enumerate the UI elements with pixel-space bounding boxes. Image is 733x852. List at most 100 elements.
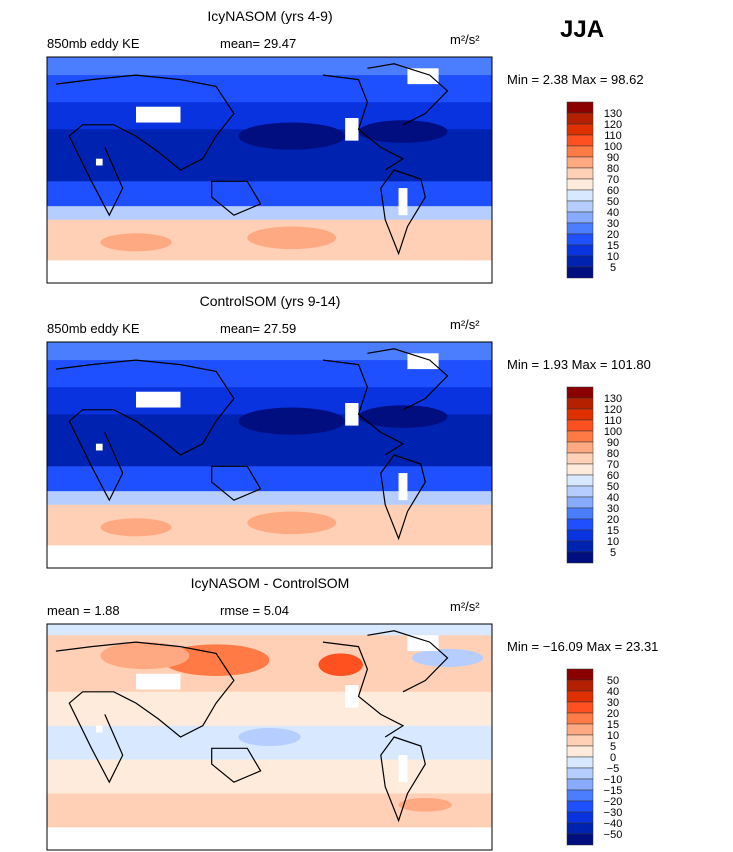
colorbar-swatch — [566, 430, 594, 443]
masked-region — [407, 635, 439, 652]
colorbar-swatch — [566, 529, 594, 542]
colorbar-swatch — [566, 734, 594, 747]
colorbar-swatch — [566, 156, 594, 169]
coastline — [367, 630, 449, 693]
colorbar-tick-label: 30 — [607, 218, 619, 230]
colorbar-tick-label: −20 — [604, 796, 623, 808]
coastline — [367, 348, 449, 411]
colorbar-tick-label: 30 — [607, 697, 619, 709]
colorbar-tick-label: 40 — [607, 492, 619, 504]
colorbar-tick-label: 70 — [607, 174, 619, 186]
colorbar-tick-label: 50 — [607, 675, 619, 687]
colorbar-tick-label: 60 — [607, 470, 619, 482]
colorbar-tick-label: 10 — [607, 536, 619, 548]
colorbar-tick-label: −50 — [604, 829, 623, 841]
colorbar-swatch — [566, 745, 594, 758]
colorbar-swatch — [566, 266, 594, 279]
colorbar-tick-label: 10 — [607, 730, 619, 742]
min-max-label: Min = 1.93 Max = 101.80 — [507, 357, 651, 372]
colorbar-tick-label: 40 — [607, 207, 619, 219]
mean-label: mean = 1.88 — [47, 603, 120, 618]
colorbar-swatch — [566, 233, 594, 246]
colorbar-swatch — [566, 485, 594, 498]
colorbar-tick-label: 80 — [607, 163, 619, 175]
coastline — [55, 359, 235, 502]
colorbar-tick-label: 50 — [607, 481, 619, 493]
colorbar-tick-label: 110 — [604, 130, 622, 142]
colorbar-swatch — [566, 211, 594, 224]
colorbar-tick-label: 20 — [607, 708, 619, 720]
colorbar-swatch — [566, 822, 594, 835]
contour-band — [47, 57, 492, 77]
colorbar-tick-label: 5 — [610, 741, 616, 753]
colorbar-swatch — [566, 189, 594, 202]
panel-title: ControlSOM (yrs 9-14) — [199, 293, 341, 309]
unit-label: m²/s² — [450, 317, 480, 332]
colorbar-tick-label: 100 — [604, 426, 622, 438]
colorbar-swatch — [566, 167, 594, 180]
colorbar-swatch — [566, 767, 594, 780]
colorbar-tick-label: 10 — [607, 251, 619, 263]
colorbar-tick-label: 40 — [607, 686, 619, 698]
colorbar-swatch — [566, 756, 594, 769]
field-label: 850mb eddy KE — [47, 321, 140, 336]
colorbar-tick-label: 130 — [604, 108, 622, 120]
colorbar-tick-label: 90 — [607, 152, 619, 164]
masked-region — [398, 473, 408, 501]
colorbar-tick-label: −30 — [604, 807, 623, 819]
contour-band — [47, 491, 492, 506]
coastline — [322, 74, 405, 171]
masked-region — [345, 118, 359, 141]
rmse-label: rmse = 5.04 — [220, 603, 290, 618]
coastline — [322, 641, 405, 738]
masked-region — [345, 685, 359, 708]
colorbar-swatch — [566, 701, 594, 714]
min-max-label: Min = −16.09 Max = 23.31 — [507, 639, 659, 654]
colorbar-swatch — [566, 463, 594, 476]
colorbar-swatch — [566, 679, 594, 692]
masked-region — [136, 106, 181, 123]
colorbar-tick-label: 130 — [604, 393, 622, 405]
colorbar-tick-label: 5 — [610, 262, 616, 274]
colorbar-swatch — [566, 222, 594, 235]
contour-band — [47, 206, 492, 221]
field-label: 850mb eddy KE — [47, 36, 140, 51]
colorbar-tick-label: 15 — [607, 525, 619, 537]
colorbar-swatch — [566, 540, 594, 553]
colorbar-swatch — [566, 419, 594, 432]
colorbar-swatch — [566, 452, 594, 465]
colorbar-swatch — [566, 496, 594, 509]
colorbar-swatch — [566, 397, 594, 410]
colorbar-swatch — [566, 255, 594, 268]
masked-region — [95, 158, 103, 166]
colorbar-tick-label: −10 — [604, 774, 623, 786]
masked-region — [345, 403, 359, 426]
coastline — [211, 465, 262, 501]
colorbar-tick-label: −5 — [607, 763, 620, 775]
contour-band — [47, 342, 492, 362]
unit-label: m²/s² — [450, 32, 480, 47]
coastline — [55, 641, 235, 784]
colorbar-tick-label: 5 — [610, 547, 616, 559]
colorbar-swatch — [566, 789, 594, 802]
masked-region — [136, 673, 181, 690]
mean-label: mean= 29.47 — [220, 36, 297, 51]
colorbar-swatch — [566, 441, 594, 454]
colorbar-swatch — [566, 123, 594, 136]
contour-band — [47, 545, 492, 569]
masked-region — [407, 353, 439, 370]
colorbar-tick-label: 15 — [607, 719, 619, 731]
colorbar-swatch — [566, 101, 594, 114]
map-panel — [46, 56, 493, 284]
colorbar-swatch — [566, 690, 594, 703]
colorbar-tick-label: −40 — [604, 818, 623, 830]
colorbar-swatch — [566, 474, 594, 487]
contour-band — [47, 827, 492, 851]
map-panel — [46, 341, 493, 569]
colorbar-tick-label: 20 — [607, 229, 619, 241]
map-frame — [46, 341, 493, 569]
colorbar-swatch — [566, 134, 594, 147]
masked-region — [136, 391, 181, 408]
